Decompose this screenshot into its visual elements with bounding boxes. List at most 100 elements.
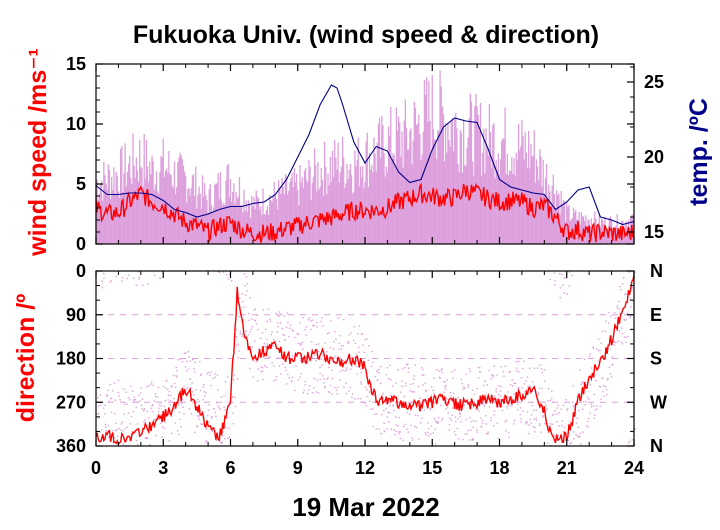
direction-point [554,280,556,282]
direction-point [601,330,604,332]
direction-point [631,286,634,289]
direction-point [382,409,385,412]
direction-point [531,390,534,393]
direction-point [440,369,442,371]
direction-point [625,336,627,339]
direction-point [569,271,571,273]
direction-point [589,353,591,355]
direction-point [130,415,133,418]
direction-point [126,426,129,428]
direction-point [611,356,613,358]
direction-point [347,341,349,343]
direction-point [180,403,183,405]
direction-point [498,385,500,387]
direction-point [547,425,550,428]
direction-point [185,388,188,390]
direction-point [208,403,211,406]
mean-speed-line [95,182,635,244]
direction-point [183,352,186,355]
direction-point [234,396,236,399]
direction-point [280,313,283,315]
direction-point [260,366,262,368]
direction-point [158,407,160,409]
direction-point [178,411,181,414]
direction-point [337,317,340,319]
direction-point [331,369,333,372]
direction-point [346,367,348,369]
direction-point [447,412,449,414]
direction-point [330,384,332,387]
direction-point [627,442,630,444]
direction-point [331,377,334,380]
direction-point [251,318,253,320]
direction-point [478,377,480,379]
direction-point [333,386,336,389]
direction-point [321,317,323,319]
direction-point [224,409,227,411]
direction-point [343,318,345,321]
direction-point [315,343,317,346]
direction-point [358,351,360,353]
direction-point [452,392,455,395]
chart-title: Fukuoka Univ. (wind speed & direction) [133,21,599,49]
direction-point [249,296,251,299]
direction-point [518,360,520,363]
direction-point [519,413,521,416]
direction-point [589,384,591,386]
direction-point [424,390,427,393]
direction-point [166,410,168,413]
direction-point [463,404,465,406]
direction-point [364,402,366,405]
direction-point [276,331,279,333]
direction-point [295,365,297,367]
direction-point [230,280,233,282]
direction-tick-label: 180 [56,349,86,369]
direction-point [301,341,304,344]
direction-point [101,280,103,282]
direction-point [115,422,117,425]
direction-point [273,365,275,367]
direction-point [303,389,305,392]
direction-point [621,343,624,345]
direction-point [622,332,624,335]
direction-point [371,350,373,353]
direction-point [151,381,153,383]
direction-point [506,407,508,409]
direction-point [401,385,403,388]
direction-point [626,312,629,315]
direction-point [601,377,604,380]
direction-point [210,371,212,373]
direction-point [403,366,406,369]
direction-point [552,413,555,415]
direction-point [335,389,338,391]
direction-point [378,368,380,371]
direction-point [599,405,601,408]
direction-point [291,381,293,383]
direction-point [629,315,632,318]
y-axis-label-speed: wind speed /ms⁻¹ [24,48,52,257]
direction-point [514,382,517,385]
direction-point [571,401,574,404]
direction-point [602,390,604,393]
direction-point [144,437,147,439]
direction-point [629,298,632,300]
direction-point [140,387,142,389]
direction-point [152,404,154,406]
direction-point [200,423,202,425]
direction-point [366,395,368,398]
direction-point [123,413,126,415]
direction-point [357,332,359,335]
direction-point [223,395,225,397]
direction-point [475,407,478,410]
direction-point [285,326,288,329]
direction-point [619,312,621,315]
direction-point [155,434,157,437]
direction-point [210,384,212,387]
direction-point [366,338,368,340]
direction-point [376,413,378,415]
direction-point [239,333,241,335]
direction-point [617,340,619,342]
direction-point [453,431,456,433]
direction-point [197,415,199,417]
direction-point [235,328,238,331]
